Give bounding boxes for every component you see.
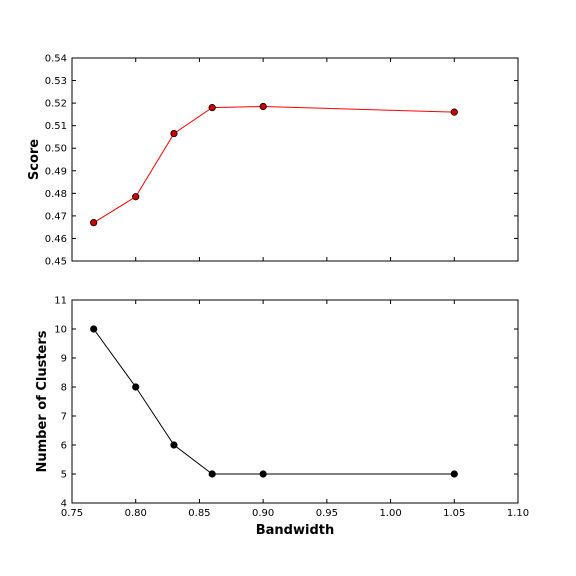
clusters-y-tick-label: 9 (61, 354, 67, 365)
clusters-point (90, 325, 98, 333)
clusters-x-tick-label: 0.80 (125, 508, 147, 519)
score-plot-area (71, 57, 519, 262)
clusters-y-tick-label: 11 (54, 296, 67, 307)
clusters-plot-area (71, 299, 519, 504)
clusters-x-tick-label: 0.90 (252, 508, 274, 519)
score-y-tick-label: 0.48 (45, 189, 67, 200)
score-y-tick-label: 0.51 (45, 121, 67, 132)
clusters-x-tick-label: 0.95 (316, 508, 338, 519)
score-y-tick-label: 0.54 (45, 54, 67, 65)
score-point (170, 129, 178, 138)
score-y-tick-label: 0.45 (45, 257, 67, 268)
score-y-tick-label: 0.53 (45, 76, 67, 87)
clusters-y-tick-label: 4 (61, 499, 67, 510)
clusters-point (259, 470, 267, 478)
clusters-point (170, 441, 178, 449)
score-plot: 0.45 0.46 0.47 0.48 0.49 0.50 0.51 0.52 0.53 0.54… (27, 54, 519, 268)
score-y-tick-label: 0.47 (45, 211, 67, 222)
score-y-tick-label: 0.49 (45, 166, 67, 177)
score-y-tick-label: 0.50 (45, 144, 67, 155)
clusters-point (132, 383, 140, 391)
clusters-point (450, 470, 458, 478)
clusters-ticks: 0.75 0.80 0.85 0.90 0.95 1.00 1.05 1.10 4 5 6 7 8 9 10… (54, 296, 529, 520)
clusters-x-tick-label: 1.10 (507, 508, 529, 519)
score-point (450, 108, 458, 116)
score-point (132, 193, 140, 201)
clusters-y-tick-label: 5 (61, 470, 67, 481)
score-point (208, 104, 216, 112)
clusters-y-tick-label: 7 (61, 412, 67, 423)
score-ticks: 0.45 0.46 0.47 0.48 0.49 0.50 0.51 0.52 0.53 0.54 (45, 54, 519, 268)
score-y-tick-label: 0.46 (45, 234, 67, 245)
clusters-y-tick-label: 6 (61, 441, 67, 452)
clusters-y-axis-label: Number of Clusters (35, 330, 50, 472)
score-y-axis-label: Score (27, 139, 42, 180)
clusters-y-tick-label: 10 (54, 325, 67, 336)
bandwidth-x-axis-label: Bandwidth (256, 523, 334, 538)
clusters-x-tick-label: 1.05 (443, 508, 465, 519)
score-point (90, 219, 98, 227)
clusters-series (90, 325, 458, 478)
score-point (259, 102, 267, 111)
clusters-y-tick-label: 8 (61, 383, 67, 394)
score-y-tick-label: 0.52 (45, 99, 67, 110)
clusters-plot: 0.75 0.80 0.85 0.90 0.95 1.00 1.05 1.10 4 5 6 7 8 9 10… (35, 296, 529, 539)
clusters-x-tick-label: 0.75 (61, 508, 83, 519)
score-series (90, 102, 458, 227)
clusters-line (93, 328, 455, 475)
clusters-x-tick-label: 0.85 (188, 508, 210, 519)
clusters-x-tick-label: 1.00 (379, 508, 401, 519)
clusters-point (208, 470, 216, 478)
score-line (93, 105, 455, 224)
